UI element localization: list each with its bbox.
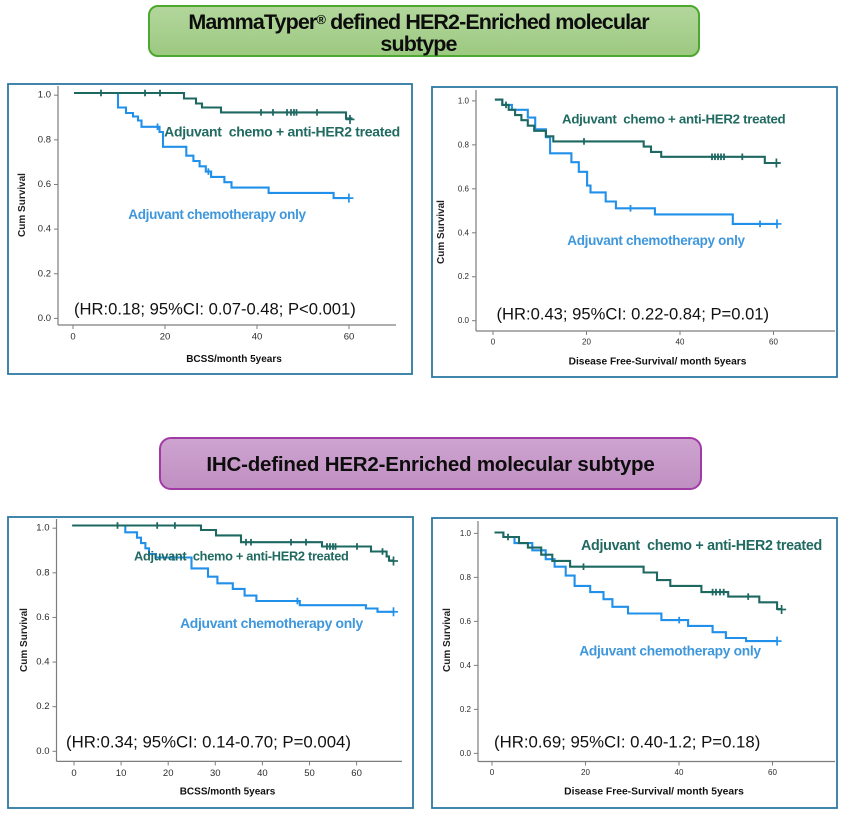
svg-text:(HR:0.34; 95%CI: 0.14-0.70; P=: (HR:0.34; 95%CI: 0.14-0.70; P=0.004) xyxy=(66,733,351,752)
svg-text:60: 60 xyxy=(768,768,777,777)
svg-text:(HR:0.69; 95%CI: 0.40-1.2; P=0: (HR:0.69; 95%CI: 0.40-1.2; P=0.18) xyxy=(494,733,760,752)
svg-text:0.2: 0.2 xyxy=(458,272,470,281)
svg-text:10: 10 xyxy=(116,768,127,779)
svg-text:Adjuvant chemotherapy only: Adjuvant chemotherapy only xyxy=(128,207,306,222)
svg-text:30: 30 xyxy=(210,768,221,779)
svg-text:Adjuvant chemo + anti-HER2 tr: Adjuvant chemo + anti-HER2 treated xyxy=(164,124,400,140)
svg-text:1.0: 1.0 xyxy=(36,523,49,534)
svg-text:0.6: 0.6 xyxy=(38,179,51,190)
svg-text:Adjuvant chemo + anti-HER2 tr: Adjuvant chemo + anti-HER2 treated xyxy=(562,112,786,127)
svg-text:40: 40 xyxy=(252,331,263,342)
svg-text:0.8: 0.8 xyxy=(38,134,51,145)
svg-text:BCSS/month 5years: BCSS/month 5years xyxy=(186,354,282,365)
svg-text:0: 0 xyxy=(71,768,76,779)
svg-text:BCSS/month 5years: BCSS/month 5years xyxy=(180,787,276,798)
svg-text:0.6: 0.6 xyxy=(36,612,49,623)
svg-text:0: 0 xyxy=(70,331,75,342)
svg-text:0.8: 0.8 xyxy=(458,140,470,149)
svg-text:0: 0 xyxy=(491,338,496,347)
svg-text:0.4: 0.4 xyxy=(38,224,51,235)
svg-text:20: 20 xyxy=(163,768,174,779)
svg-text:Disease Free-Survival/ month 5: Disease Free-Survival/ month 5years xyxy=(569,357,747,368)
svg-text:0.6: 0.6 xyxy=(460,617,472,626)
svg-text:(HR:0.18; 95%CI: 0.07-0.48; P<: (HR:0.18; 95%CI: 0.07-0.48; P<0.001) xyxy=(74,300,356,319)
svg-text:0.0: 0.0 xyxy=(458,316,470,325)
svg-text:1.0: 1.0 xyxy=(460,529,472,538)
svg-text:Adjuvant chemotherapy only: Adjuvant chemotherapy only xyxy=(579,644,761,659)
svg-text:0.2: 0.2 xyxy=(36,701,49,712)
svg-text:Cum Survival: Cum Survival xyxy=(442,608,453,672)
svg-text:1.0: 1.0 xyxy=(458,96,470,105)
svg-text:0.8: 0.8 xyxy=(36,567,49,578)
svg-text:Adjuvant chemotherapy only: Adjuvant chemotherapy only xyxy=(180,615,363,631)
svg-text:0.6: 0.6 xyxy=(458,184,470,193)
svg-text:40: 40 xyxy=(676,338,685,347)
svg-text:Cum Survival: Cum Survival xyxy=(17,173,28,237)
svg-text:20: 20 xyxy=(581,768,590,777)
svg-text:Adjuvant chemo + anti-HER2 tr: Adjuvant chemo + anti-HER2 treated xyxy=(134,549,349,564)
svg-text:Cum Survival: Cum Survival xyxy=(19,608,30,672)
svg-text:(HR:0.43; 95%CI: 0.22-0.84; P=: (HR:0.43; 95%CI: 0.22-0.84; P=0.01) xyxy=(497,305,770,324)
svg-text:0.4: 0.4 xyxy=(36,657,49,668)
svg-text:40: 40 xyxy=(675,768,684,777)
svg-text:Disease Free-Survival/ month 5: Disease Free-Survival/ month 5years xyxy=(564,787,744,798)
svg-text:0.2: 0.2 xyxy=(38,268,51,279)
svg-text:0.8: 0.8 xyxy=(460,573,472,582)
svg-text:0.4: 0.4 xyxy=(458,228,470,237)
svg-text:60: 60 xyxy=(769,338,778,347)
svg-text:1.0: 1.0 xyxy=(38,90,51,101)
svg-text:0.0: 0.0 xyxy=(460,749,472,758)
svg-text:Adjuvant chemo + anti-HER2 tr: Adjuvant chemo + anti-HER2 treated xyxy=(581,538,822,554)
svg-text:Adjuvant chemotherapy only: Adjuvant chemotherapy only xyxy=(567,233,745,248)
svg-text:20: 20 xyxy=(582,338,591,347)
svg-text:40: 40 xyxy=(257,768,268,779)
svg-text:Cum Survival: Cum Survival xyxy=(436,200,447,264)
svg-text:20: 20 xyxy=(160,331,171,342)
svg-text:60: 60 xyxy=(351,768,362,779)
svg-text:0.2: 0.2 xyxy=(460,705,472,714)
svg-text:50: 50 xyxy=(304,768,315,779)
svg-text:0.4: 0.4 xyxy=(460,661,472,670)
svg-text:0: 0 xyxy=(490,768,495,777)
svg-text:0.0: 0.0 xyxy=(36,746,49,757)
svg-text:60: 60 xyxy=(344,331,355,342)
svg-text:0.0: 0.0 xyxy=(38,313,51,324)
